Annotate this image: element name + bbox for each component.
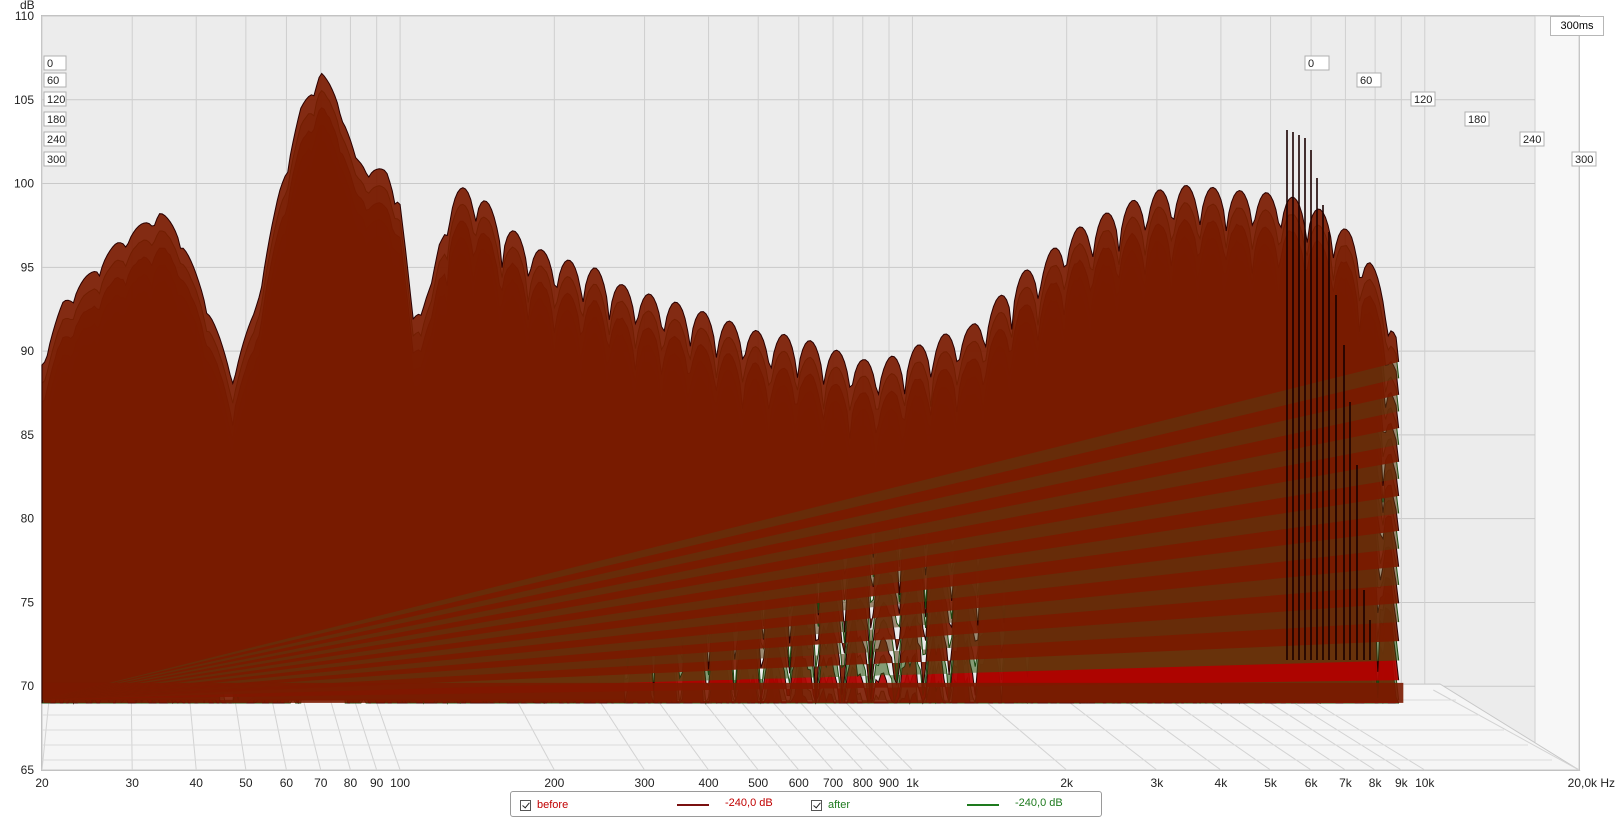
time-tick-right-label: 240 [1523, 134, 1541, 146]
legend: before -240,0 dB after -240,0 dB [510, 791, 1102, 817]
floor-shadow [44, 682, 1404, 703]
slice-before [41, 72, 1400, 700]
time-tick-left: 120 [43, 91, 67, 107]
y-tick-label: 80 [21, 512, 35, 526]
y-axis-ticks: 65 70 75 80 85 90 95 100 105 110 [14, 9, 34, 777]
x-tick-label: 200 [544, 776, 564, 790]
hf-spikes [1286, 130, 1371, 660]
legend-value-after: -240,0 dB [1015, 797, 1063, 809]
legend-item-before[interactable]: before [520, 797, 568, 813]
x-tick-label: 40 [190, 776, 204, 790]
time-tick-right: 120 [1410, 91, 1436, 107]
x-tick-label: 60 [280, 776, 294, 790]
x-tick-label: 8k [1369, 776, 1383, 790]
x-tick-label: 80 [344, 776, 358, 790]
time-tick-left-label: 240 [47, 134, 65, 146]
x-tick-label: 6k [1305, 776, 1319, 790]
time-tick-left: 180 [43, 111, 67, 127]
x-tick-label: 90 [370, 776, 384, 790]
y-tick-label: 100 [14, 177, 34, 191]
x-tick-label: 7k [1339, 776, 1353, 790]
time-tick-left-label: 60 [47, 75, 59, 87]
time-tick-left-label: 180 [47, 114, 65, 126]
legend-value-before: -240,0 dB [725, 797, 773, 809]
time-tick-right-label: 120 [1414, 94, 1432, 106]
x-axis-ticks: 20 30 40 50 60 70 80 90 100 200 300 400 500 600 700 800… [35, 776, 1615, 790]
time-tick-right: 240 [1519, 131, 1545, 147]
x-tick-label: 20 [35, 776, 49, 790]
side-wall [1534, 15, 1580, 771]
time-tick-left-label: 0 [47, 58, 53, 70]
legend-label-after: after [828, 799, 851, 811]
time-tick-right: 60 [1356, 72, 1382, 88]
x-tick-label: 70 [314, 776, 328, 790]
legend-item-after[interactable]: after [811, 797, 850, 813]
x-tick-label: 20,0k Hz [1568, 776, 1615, 790]
y-tick-label: 75 [21, 595, 35, 609]
before-checkbox[interactable] [520, 799, 531, 811]
x-tick-label: 9k [1395, 776, 1409, 790]
x-tick-label: 1k [906, 776, 920, 790]
time-tick-left-label: 300 [47, 154, 65, 166]
y-unit-label: dB [20, 0, 35, 12]
x-tick-label: 800 [853, 776, 873, 790]
x-tick-label: 2k [1060, 776, 1074, 790]
y-tick-label: 65 [21, 763, 35, 777]
x-tick-label: 900 [879, 776, 899, 790]
x-tick-label: 300 [635, 776, 655, 790]
y-tick-label: 105 [14, 93, 34, 107]
floor-line [1433, 689, 1580, 771]
y-tick-label: 110 [15, 9, 34, 23]
time-tick-right-label: 0 [1308, 58, 1314, 70]
time-tick-left: 60 [43, 72, 67, 88]
x-tick-label: 600 [789, 776, 809, 790]
legend-line-before [677, 804, 709, 806]
time-tick-right-label: 60 [1360, 75, 1372, 87]
x-tick-label: 50 [239, 776, 253, 790]
time-tick-right: 300 [1571, 151, 1597, 167]
time-tick-right: 180 [1464, 111, 1490, 127]
x-tick-label: 5k [1264, 776, 1278, 790]
y-tick-label: 85 [21, 428, 35, 442]
x-tick-label: 4k [1215, 776, 1229, 790]
y-tick-label: 70 [21, 679, 35, 693]
time-tick-right-label: 180 [1468, 114, 1486, 126]
time-axis-ticks: 0 0 60 60 120 120 180 180 240 240 300 300 [43, 55, 1597, 167]
y-tick-label: 95 [21, 260, 35, 274]
legend-line-after [967, 804, 999, 806]
x-tick-label: 500 [748, 776, 768, 790]
time-tick-left-label: 120 [47, 94, 65, 106]
after-checkbox[interactable] [811, 799, 822, 811]
time-range-box[interactable]: 300ms [1550, 16, 1604, 36]
x-tick-label: 700 [823, 776, 843, 790]
waterfall-slices [41, 72, 1404, 705]
time-tick-right: 0 [1304, 55, 1330, 71]
x-tick-label: 10k [1415, 776, 1435, 790]
time-tick-left: 240 [43, 131, 67, 147]
x-tick-label: 100 [390, 776, 410, 790]
x-tick-label: 3k [1151, 776, 1165, 790]
x-tick-label: 400 [699, 776, 719, 790]
legend-label-before: before [537, 799, 569, 811]
x-tick-label: 30 [126, 776, 140, 790]
time-tick-left: 300 [43, 151, 67, 167]
time-tick-right-label: 300 [1575, 154, 1593, 166]
y-tick-label: 90 [21, 344, 35, 358]
time-tick-left: 0 [43, 55, 67, 71]
